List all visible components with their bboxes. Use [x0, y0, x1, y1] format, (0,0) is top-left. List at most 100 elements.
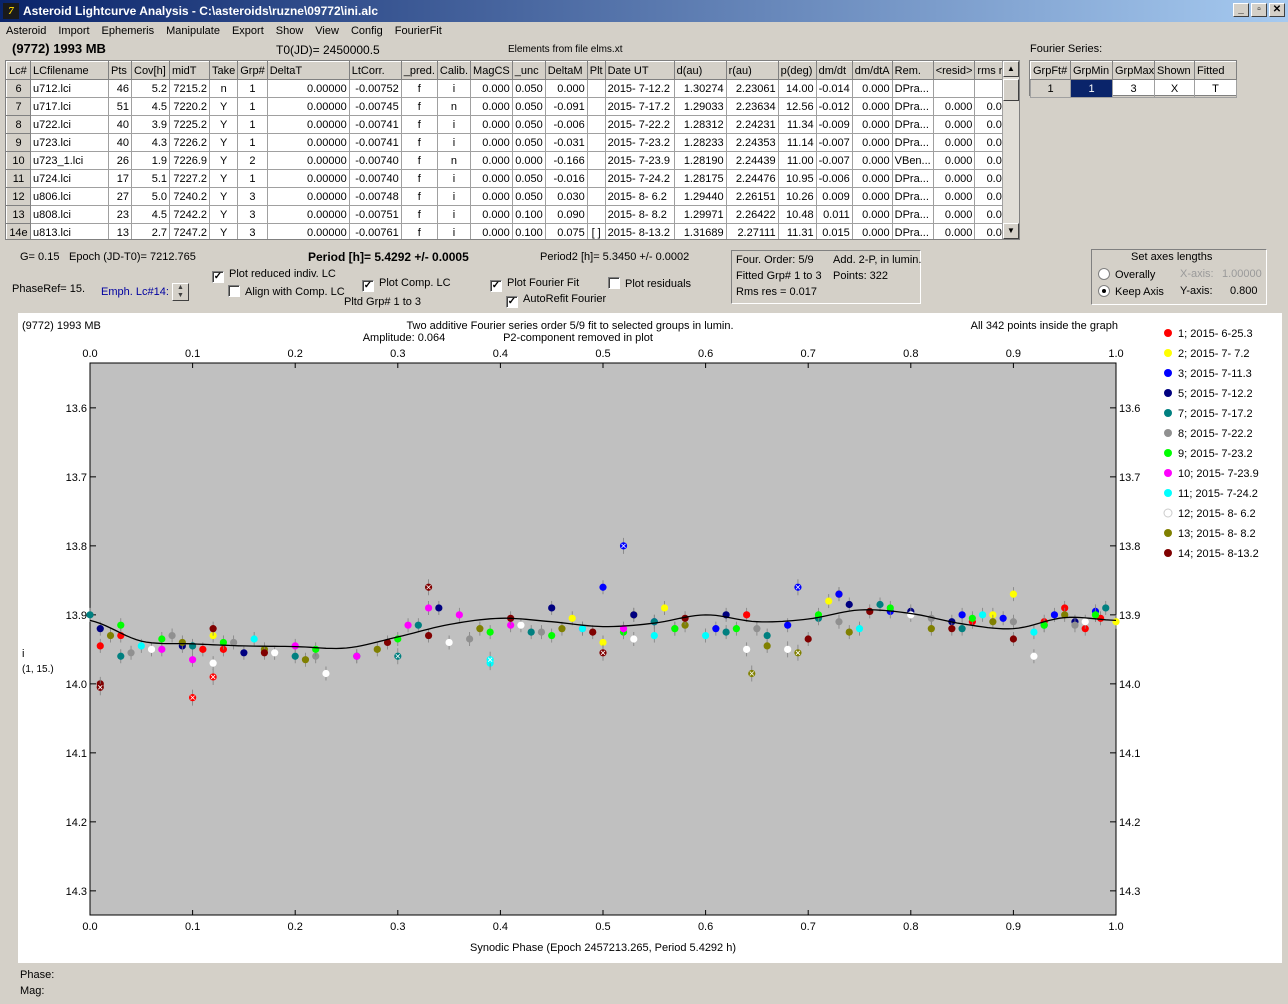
column-header[interactable]: _unc [511, 61, 546, 80]
table-cell[interactable]: Y [208, 151, 239, 170]
table-row[interactable]: 13 u808.lci 23 4.5 7242.2 Y 3 0.00000 -0.00751 f i… [6, 205, 1018, 224]
table-cell[interactable]: n [436, 151, 472, 170]
table-cell[interactable]: f [400, 133, 438, 152]
column-header[interactable]: Take [208, 61, 239, 80]
table-cell[interactable] [586, 151, 606, 170]
table-cell[interactable]: -0.012 [815, 97, 853, 116]
table-cell[interactable]: 4.5 [131, 205, 170, 224]
menu-view[interactable]: View [315, 25, 339, 37]
table-cell[interactable]: Y [208, 223, 239, 239]
table-cell[interactable] [586, 97, 606, 116]
table-cell[interactable]: 0.000 [470, 169, 513, 188]
table-cell[interactable]: 0.000 [851, 151, 893, 170]
column-header[interactable]: Cov[h] [131, 61, 170, 80]
fourier-cell[interactable]: T [1194, 79, 1237, 98]
table-cell[interactable] [586, 187, 606, 206]
table-cell[interactable]: Y [208, 169, 239, 188]
table-cell[interactable]: 7242.2 [169, 205, 210, 224]
fourier-column-header[interactable]: Fitted [1194, 61, 1237, 80]
table-cell[interactable]: 40 [108, 115, 132, 134]
column-header[interactable]: DeltaT [266, 61, 350, 80]
table-cell[interactable]: 13 [108, 223, 132, 239]
table-cell[interactable]: 0.000 [932, 115, 976, 134]
plot-reduced-checkbox[interactable]: ✓ Plot reduced indiv. LC [212, 268, 336, 283]
table-cell[interactable]: i [436, 169, 472, 188]
table-cell[interactable]: 7215.2 [169, 79, 210, 98]
table-cell[interactable]: f [400, 97, 438, 116]
table-cell[interactable]: -0.00748 [348, 187, 402, 206]
table-cell[interactable]: u723.lci [30, 133, 109, 152]
table-cell[interactable]: 0.000 [851, 169, 893, 188]
table-cell[interactable]: 0.000 [851, 79, 893, 98]
table-cell[interactable]: 11.31 [777, 223, 817, 239]
table-cell[interactable]: 0.090 [544, 205, 588, 224]
scroll-down-icon[interactable]: ▼ [1003, 223, 1019, 239]
table-cell[interactable]: 3 [237, 223, 268, 239]
table-cell[interactable]: 51 [108, 97, 132, 116]
table-cell[interactable]: 14.00 [777, 79, 817, 98]
table-cell[interactable]: 0.050 [511, 97, 546, 116]
table-cell[interactable]: Y [208, 187, 239, 206]
table-cell[interactable]: 0.000 [932, 151, 976, 170]
table-cell[interactable]: 0.011 [815, 205, 853, 224]
table-cell[interactable]: Y [208, 115, 239, 134]
table-cell[interactable]: 0.000 [470, 97, 513, 116]
column-header[interactable]: d(au) [673, 61, 727, 80]
table-cell[interactable]: 1.28190 [673, 151, 727, 170]
table-cell[interactable]: 0.000 [932, 169, 976, 188]
table-cell[interactable]: DPra... [891, 133, 934, 152]
plot-residuals-checkbox[interactable]: Plot residuals [608, 277, 691, 290]
table-cell[interactable]: 0.050 [511, 187, 546, 206]
table-cell[interactable]: 0.030 [544, 187, 588, 206]
table-cell[interactable]: DPra... [891, 79, 934, 98]
table-cell[interactable]: u722.lci [30, 115, 109, 134]
table-cell[interactable]: 2015- 8-13.2 [604, 223, 675, 239]
table-row[interactable]: 7 u717.lci 51 4.5 7220.2 Y 1 0.00000 -0.00745 f n 0… [6, 97, 1018, 116]
table-cell[interactable]: u724.lci [30, 169, 109, 188]
table-cell[interactable]: 2.27111 [725, 223, 779, 239]
table-cell[interactable]: u723_1.lci [30, 151, 109, 170]
table-cell[interactable]: 2.7 [131, 223, 170, 239]
table-cell[interactable]: 0.000 [932, 133, 976, 152]
table-scrollbar[interactable]: ▲ ▼ [1002, 61, 1019, 239]
table-cell[interactable]: 2.23634 [725, 97, 779, 116]
emph-lc-spinner[interactable]: ▲ ▼ [172, 283, 189, 301]
table-cell[interactable]: 7226.2 [169, 133, 210, 152]
table-cell[interactable]: 2.24439 [725, 151, 779, 170]
table-cell[interactable]: 1 [237, 133, 268, 152]
table-cell[interactable]: f [400, 223, 438, 239]
table-cell[interactable]: 3.9 [131, 115, 170, 134]
table-cell[interactable]: DPra... [891, 97, 934, 116]
table-cell[interactable] [586, 79, 606, 98]
plot-comp-checkbox[interactable]: ✓ Plot Comp. LC [362, 277, 451, 292]
table-cell[interactable]: 7227.2 [169, 169, 210, 188]
table-cell[interactable]: i [436, 223, 472, 239]
table-cell[interactable]: -0.00741 [348, 115, 402, 134]
table-cell[interactable]: 1.28312 [673, 115, 727, 134]
table-cell[interactable]: 2.24353 [725, 133, 779, 152]
menu-export[interactable]: Export [231, 25, 264, 37]
table-cell[interactable]: 0.000 [470, 205, 513, 224]
table-cell[interactable]: 2015- 7-24.2 [604, 169, 675, 188]
table-cell[interactable]: 0.000 [851, 187, 893, 206]
table-cell[interactable]: 10.95 [777, 169, 817, 188]
table-cell[interactable]: 0.00000 [266, 187, 350, 206]
table-cell[interactable]: 0.000 [851, 133, 893, 152]
table-cell[interactable] [586, 133, 606, 152]
table-cell[interactable] [586, 169, 606, 188]
table-cell[interactable]: 17 [108, 169, 132, 188]
table-cell[interactable]: -0.009 [815, 115, 853, 134]
column-header[interactable]: Date UT [604, 61, 675, 80]
table-cell[interactable]: 0.000 [470, 187, 513, 206]
table-cell[interactable]: 26 [108, 151, 132, 170]
table-cell[interactable]: 0.00000 [266, 115, 350, 134]
fourier-column-header[interactable]: Shown [1154, 61, 1195, 80]
table-cell[interactable]: 2015- 8- 6.2 [604, 187, 675, 206]
table-cell[interactable]: 1.29033 [673, 97, 727, 116]
table-cell[interactable]: -0.00745 [348, 97, 402, 116]
table-cell[interactable]: 2015- 7-17.2 [604, 97, 675, 116]
lightcurve-table[interactable]: Lc# LCfilename Pts Cov[h] midT Take Grp# DeltaT… [5, 60, 1020, 240]
table-cell[interactable]: 1.29440 [673, 187, 727, 206]
table-cell[interactable]: [ ] [586, 223, 606, 239]
lightcurve-plot[interactable]: (9772) 1993 MB Two additive Fourier seri… [18, 313, 1282, 963]
